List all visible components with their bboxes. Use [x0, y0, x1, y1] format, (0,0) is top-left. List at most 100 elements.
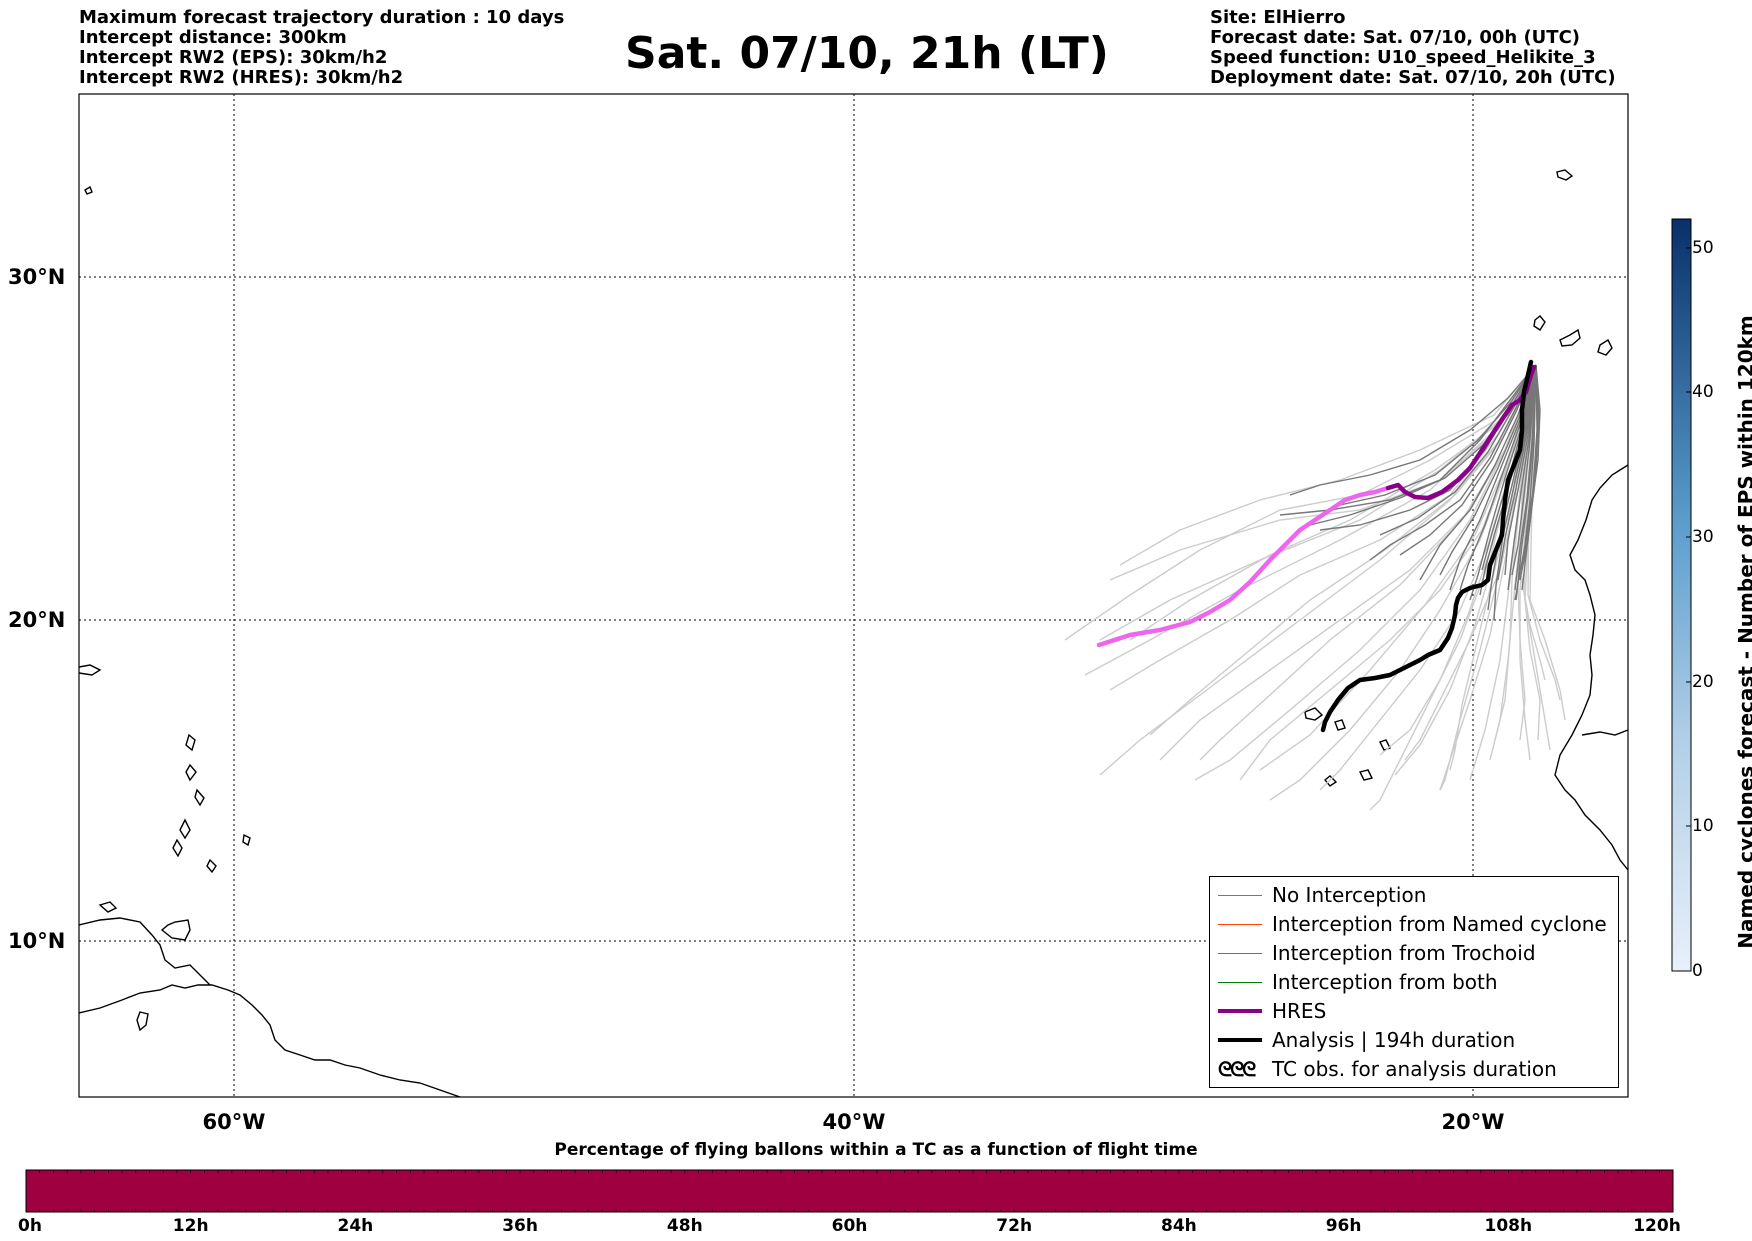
canary-island-2: [1597, 338, 1613, 356]
max-duration-text: Maximum forecast trajectory duration : 1…: [79, 7, 565, 28]
hres-trajectory-pink: [1096, 485, 1391, 648]
caribbean-10: [136, 1011, 149, 1032]
bottom-colorbar-tick-label: 96h: [1325, 1216, 1362, 1236]
caribbean-9: [98, 901, 118, 913]
eps-trajectory: [1099, 364, 1537, 776]
lat-label-10n: 10°N: [8, 929, 66, 953]
caribbean-4: [179, 818, 191, 840]
bottom-colorbar-tick-label: 12h: [172, 1216, 209, 1236]
header-left: Maximum forecast trajectory duration : 1…: [79, 8, 564, 88]
legend-item-trochoid: Interception from Trochoid: [1210, 939, 1618, 967]
legend-swatch: [1218, 1009, 1262, 1013]
cape-verde-1: [1304, 707, 1324, 721]
lon-label-20w: 20°W: [1441, 1110, 1505, 1134]
legend-swatch: [1218, 982, 1262, 983]
legend-label: Interception from both: [1272, 970, 1498, 994]
bottom-colorbar-ticks: [39, 1170, 1660, 1212]
eps-trajectory: [1493, 364, 1537, 621]
eps-trajectory: [1399, 364, 1537, 556]
legend-item-analysis: Analysis | 194h duration: [1210, 1026, 1618, 1054]
bottom-colorbar-tick-label: 84h: [1161, 1216, 1197, 1236]
eps-trajectory: [1517, 364, 1537, 741]
coastlines: [79, 169, 1628, 1097]
side-tick-label-40: 40: [1692, 382, 1714, 402]
site-text: Site: ElHierro: [1210, 7, 1346, 28]
side-tick-label-50: 50: [1692, 238, 1714, 258]
madeira-island: [1556, 169, 1574, 181]
eps-trajectory: [1507, 364, 1537, 591]
eps-trajectory: [1119, 364, 1537, 566]
speed-function-text: Speed function: U10_speed_Helikite_3: [1210, 47, 1596, 68]
analysis-trajectory: [1320, 359, 1534, 733]
caribbean-2: [185, 763, 197, 782]
side-colorbar-fill: [1671, 218, 1692, 972]
forecast-date-text: Forecast date: Sat. 07/10, 00h (UTC): [1210, 27, 1581, 48]
legend-item-both: Interception from both: [1210, 968, 1618, 996]
eps-trajectory: [1369, 364, 1537, 561]
intercept-distance-text: Intercept distance: 300km: [79, 27, 347, 48]
legend-item-no-interception: No Interception: [1210, 881, 1618, 909]
caribbean-7: [79, 664, 102, 676]
lon-label-40w: 40°W: [822, 1110, 886, 1134]
cape-verde-3: [1358, 769, 1374, 781]
canary-island-3: [1533, 315, 1546, 331]
cyclone-symbols-icon: ᘓᘓᘓ: [1218, 1057, 1256, 1081]
eps-trajectory: [1521, 364, 1541, 571]
cape-verde-5: [1379, 739, 1391, 751]
eps-trajectory: [1504, 364, 1537, 576]
bottom-colorbar-tick-label: 48h: [666, 1216, 703, 1236]
eps-trajectory: [1469, 364, 1537, 601]
trinidad-coast: [160, 919, 191, 941]
intercept-hres-text: Intercept RW2 (HRES): 30km/h2: [79, 67, 404, 88]
bottom-colorbar: [25, 1169, 1674, 1213]
legend-swatch: [1218, 1038, 1262, 1042]
deployment-date-text: Deployment date: Sat. 07/10, 20h (UTC): [1210, 67, 1616, 88]
caribbean-1: [185, 733, 196, 752]
legend-label: Analysis | 194h duration: [1272, 1028, 1516, 1052]
cape-verde-4: [1324, 775, 1338, 787]
map-legend: No Interception Interception from Named …: [1209, 876, 1619, 1088]
legend-label: No Interception: [1272, 883, 1427, 907]
bottom-colorbar-tick-label: 0h: [18, 1216, 42, 1236]
eps-trajectory: [1339, 364, 1537, 506]
side-tick-label-0: 0: [1692, 961, 1703, 981]
bottom-colorbar-tick-label: 36h: [502, 1216, 538, 1236]
eps-trajectory: [1494, 364, 1537, 741]
side-tick-label-20: 20: [1692, 672, 1714, 692]
legend-swatch: [1218, 924, 1262, 925]
lat-label-30n: 30°N: [8, 265, 66, 289]
eps-trajectory: [1194, 364, 1537, 781]
gambia-coast: [1581, 729, 1628, 736]
eps-trajectory: [1529, 364, 1566, 721]
side-colorbar-label: Named cyclones forecast - Number of EPS …: [1734, 315, 1752, 949]
bottom-colorbar-tick-label: 120h: [1633, 1216, 1681, 1236]
eps-trajectory: [1109, 364, 1537, 581]
intercept-eps-text: Intercept RW2 (EPS): 30km/h2: [79, 47, 388, 68]
bermuda-like: [84, 185, 93, 195]
legend-swatch: [1218, 895, 1262, 896]
eps-trajectory: [1259, 364, 1537, 771]
eps-trajectory: [1521, 364, 1540, 591]
lon-label-60w: 60°W: [202, 1110, 266, 1134]
legend-label: TC obs. for analysis duration: [1272, 1057, 1557, 1081]
eps-trajectory: [1449, 364, 1537, 771]
cape-verde-2: [1334, 719, 1346, 731]
legend-item-named-cyclone: Interception from Named cyclone: [1210, 910, 1618, 938]
bottom-colorbar-tick-label: 108h: [1484, 1216, 1533, 1236]
legend-swatch: [1218, 953, 1262, 954]
analysis-trajectory-line: [1320, 359, 1534, 733]
venezuela-coast: [79, 917, 211, 986]
bottom-colorbar-tick-label: 24h: [337, 1216, 374, 1236]
lat-label-20n: 20°N: [8, 608, 66, 632]
caribbean-5: [172, 838, 183, 858]
side-tick-label-30: 30: [1692, 527, 1714, 547]
eps-trajectory: [1269, 364, 1537, 801]
caribbean-8: [206, 858, 217, 874]
eps-light-trajectories: [1064, 364, 1566, 811]
side-colorbar: [1671, 218, 1692, 972]
south-america-coast: [79, 984, 461, 1097]
eps-trajectory: [1064, 364, 1537, 641]
legend-label: Interception from Trochoid: [1272, 941, 1536, 965]
bottom-colorbar-tick-label: 60h: [831, 1216, 868, 1236]
eps-trajectory: [1109, 364, 1537, 691]
